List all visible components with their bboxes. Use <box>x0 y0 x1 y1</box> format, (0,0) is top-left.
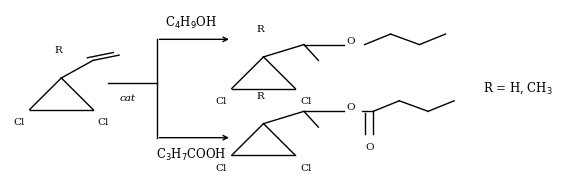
Text: Cl: Cl <box>98 118 109 127</box>
Text: C$_3$H$_7$COOH: C$_3$H$_7$COOH <box>156 146 226 162</box>
Text: Cl: Cl <box>13 118 25 127</box>
Text: cat: cat <box>120 94 135 103</box>
Text: O: O <box>346 37 355 46</box>
Text: C$_4$H$_9$OH: C$_4$H$_9$OH <box>166 15 217 31</box>
Text: Cl: Cl <box>300 164 312 173</box>
Text: Cl: Cl <box>216 97 227 106</box>
Text: R = H, CH$_3$: R = H, CH$_3$ <box>483 81 552 96</box>
Text: Cl: Cl <box>300 97 312 106</box>
Text: R: R <box>54 46 63 55</box>
Text: O: O <box>365 143 373 152</box>
Text: Cl: Cl <box>216 164 227 173</box>
Text: O: O <box>346 103 355 112</box>
Text: R: R <box>256 92 265 101</box>
Text: R: R <box>256 25 265 34</box>
